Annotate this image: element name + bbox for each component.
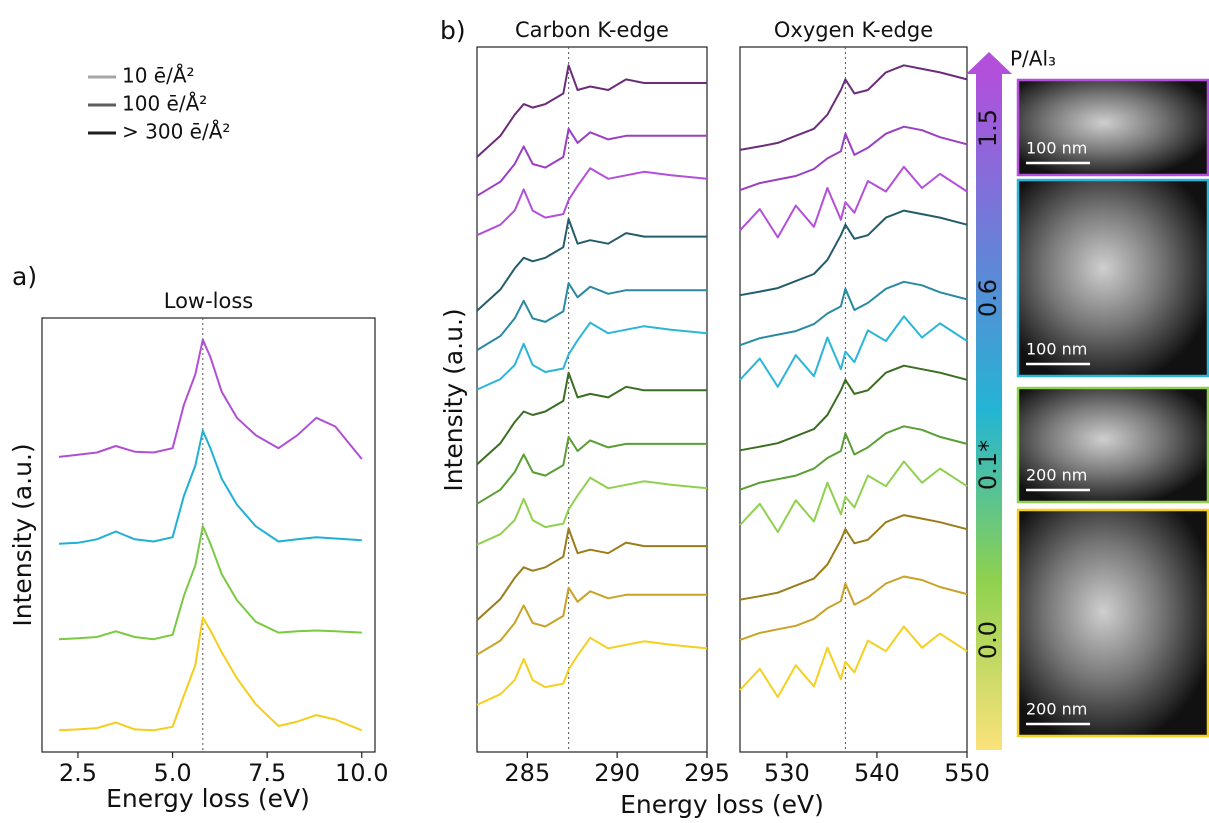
x-tick-label: 2.5 [59, 759, 97, 787]
legend-label: 100 ē/Å² [122, 92, 207, 116]
legend-label: 10 ē/Å² [122, 64, 195, 88]
colorbar-tick-label: 0.1* [974, 440, 1002, 490]
x-tick-label: 540 [854, 759, 900, 787]
x-tick-label: 530 [764, 759, 810, 787]
spectrum-line [739, 625, 968, 698]
x-tick-label: 7.5 [248, 759, 286, 787]
spectrum-line [739, 280, 968, 347]
colorbar-tick-label: 0.6 [974, 279, 1002, 317]
spectrum-line [58, 616, 363, 732]
y-axis-label: Intensity (a.u.) [439, 308, 468, 491]
micrograph [1016, 178, 1209, 378]
chart-title: Oxygen K-edge [774, 18, 933, 42]
micrograph [1016, 386, 1209, 504]
colorbar [976, 72, 1002, 750]
x-axis-label: Energy loss (eV) [106, 784, 310, 813]
spectrum-line [476, 321, 708, 391]
spectrum-line [739, 460, 968, 533]
spectrum-line [476, 636, 708, 706]
x-axis-label: Energy loss (eV) [620, 790, 824, 819]
spectrum-line [476, 127, 707, 197]
micrograph [1016, 508, 1209, 738]
panel-label: a) [12, 262, 37, 291]
colorbar-label: P/Al₃ [1010, 47, 1056, 71]
x-tick-label: 290 [594, 759, 640, 787]
spectrum-line [58, 525, 362, 641]
micrograph [1016, 78, 1209, 177]
spectrum-line [739, 514, 968, 601]
y-axis-label: Intensity (a.u.) [8, 443, 37, 626]
spectrum-line [739, 575, 968, 641]
spectrum-line [476, 218, 707, 312]
spectrum-line [476, 527, 707, 621]
scale-bar-label: 100 nm [1026, 340, 1087, 359]
spectrum-line [739, 209, 968, 297]
x-tick-label: 5.0 [153, 759, 191, 787]
spectrum-line [476, 282, 707, 351]
spectrum-line [476, 167, 708, 237]
plot-frame [739, 46, 968, 753]
panel-label: b) [440, 16, 466, 45]
chart-title: Carbon K-edge [515, 18, 669, 42]
spectrum-line [476, 64, 707, 158]
spectrum-line [476, 476, 708, 546]
spectrum-line [476, 586, 707, 656]
x-tick-label: 10.0 [335, 759, 388, 787]
spectrum-line [476, 371, 707, 466]
chart-title: Low-loss [164, 289, 254, 313]
spectrum-line [739, 425, 968, 491]
spectrum-line [476, 435, 707, 505]
plot-frame [41, 317, 376, 753]
x-tick-label: 285 [504, 759, 550, 787]
colorbar-arrow [966, 52, 1012, 74]
x-tick-label: 295 [684, 759, 730, 787]
colorbar-tick-label: 1.5 [974, 109, 1002, 147]
spectrum-line [739, 315, 968, 388]
colorbar-tick-label: 0.0 [974, 621, 1002, 659]
plot-frame [476, 46, 708, 753]
scale-bar-label: 200 nm [1026, 700, 1087, 719]
spectrum-line [739, 64, 968, 151]
x-tick-label: 550 [944, 759, 990, 787]
spectrum-line [739, 125, 968, 192]
spectrum-line [58, 338, 363, 460]
scale-bar-label: 200 nm [1026, 466, 1087, 485]
scale-bar-label: 100 nm [1026, 139, 1087, 158]
legend-label: > 300 ē/Å² [122, 120, 230, 144]
spectrum-line [739, 165, 968, 239]
spectrum-line [739, 364, 968, 452]
spectrum-line [58, 429, 362, 545]
